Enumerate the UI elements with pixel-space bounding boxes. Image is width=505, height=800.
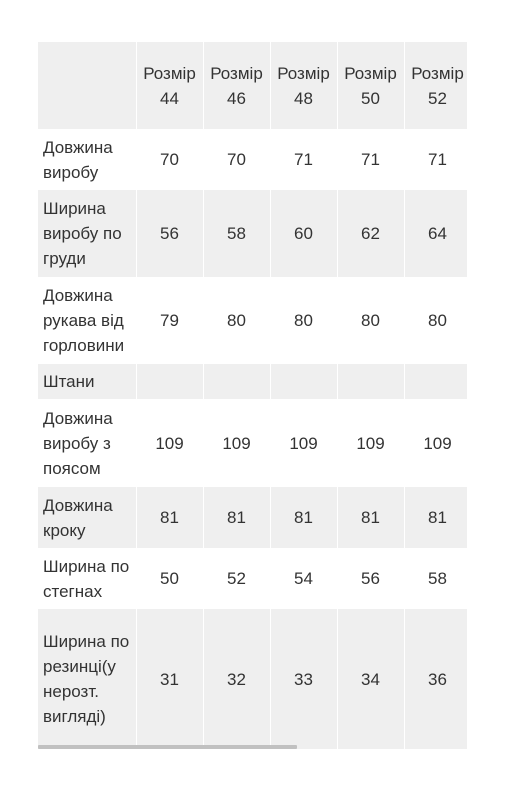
header-cell-size-52: Розмір 52: [404, 42, 467, 129]
header-row: Розмір 44 Розмір 46 Розмір 48 Розмір 50 …: [38, 42, 467, 129]
table-cell: [337, 364, 405, 399]
table-cell: 109: [136, 399, 204, 487]
table-row: Довжина рукава від горловини 79 80 80 80…: [38, 277, 467, 364]
table-cell: [404, 364, 467, 399]
table-cell: 56: [136, 190, 204, 277]
section-row-pants: Штани: [38, 364, 467, 399]
table-cell: [136, 364, 204, 399]
table-cell: 70: [203, 129, 271, 190]
table-cell: 80: [270, 277, 338, 364]
table-cell: 109: [337, 399, 405, 487]
table-cell: 58: [404, 548, 467, 609]
header-cell-size-50: Розмір 50: [337, 42, 405, 129]
table-cell: 33: [270, 609, 338, 749]
table-cell: 32: [203, 609, 271, 749]
table-cell: 80: [404, 277, 467, 364]
table-cell: 58: [203, 190, 271, 277]
header-cell-size-44: Розмір 44: [136, 42, 204, 129]
table-row: Довжина кроку 81 81 81 81 81: [38, 487, 467, 548]
table-cell: 34: [337, 609, 405, 749]
table-cell: 70: [136, 129, 204, 190]
table-cell: 36: [404, 609, 467, 749]
header-cell-size-48: Розмір 48: [270, 42, 338, 129]
scrollbar-thumb[interactable]: [38, 745, 297, 749]
row-label: Довжина рукава від горловини: [38, 277, 137, 364]
table-cell: 71: [404, 129, 467, 190]
horizontal-scrollbar[interactable]: [38, 745, 467, 749]
table-row: Довжина виробу 70 70 71 71 71: [38, 129, 467, 190]
row-label: Ширина по резинці(у нерозт. вигляді): [38, 609, 137, 749]
table-cell: 62: [337, 190, 405, 277]
row-label: Штани: [38, 364, 137, 399]
table-cell: [270, 364, 338, 399]
table-cell: 81: [136, 487, 204, 548]
table-cell: 71: [270, 129, 338, 190]
size-table-container[interactable]: Розмір 44 Розмір 46 Розмір 48 Розмір 50 …: [38, 42, 467, 749]
table-cell: [203, 364, 271, 399]
table-cell: 81: [337, 487, 405, 548]
table-cell: 109: [203, 399, 271, 487]
table-cell: 80: [203, 277, 271, 364]
table-cell: 109: [270, 399, 338, 487]
table-cell: 54: [270, 548, 338, 609]
row-label: Ширина по стегнах: [38, 548, 137, 609]
table-cell: 79: [136, 277, 204, 364]
row-label: Довжина виробу: [38, 129, 137, 190]
table-cell: 64: [404, 190, 467, 277]
table-cell: 31: [136, 609, 204, 749]
row-label: Довжина кроку: [38, 487, 137, 548]
table-cell: 81: [404, 487, 467, 548]
table-cell: 81: [203, 487, 271, 548]
header-cell-empty: [38, 42, 137, 129]
table-cell: 80: [337, 277, 405, 364]
table-cell: 71: [337, 129, 405, 190]
table-row: Ширина по резинці(у нерозт. вигляді) 31 …: [38, 609, 467, 749]
table-row: Довжина виробу з поясом 109 109 109 109 …: [38, 399, 467, 487]
row-label: Довжина виробу з поясом: [38, 399, 137, 487]
table-cell: 56: [337, 548, 405, 609]
header-cell-size-46: Розмір 46: [203, 42, 271, 129]
table-cell: 109: [404, 399, 467, 487]
table-cell: 50: [136, 548, 204, 609]
size-table: Розмір 44 Розмір 46 Розмір 48 Розмір 50 …: [38, 42, 467, 749]
table-cell: 81: [270, 487, 338, 548]
table-row: Ширина по стегнах 50 52 54 56 58: [38, 548, 467, 609]
table-cell: 52: [203, 548, 271, 609]
table-row: Ширина виробу по груди 56 58 60 62 64: [38, 190, 467, 277]
table-cell: 60: [270, 190, 338, 277]
row-label: Ширина виробу по груди: [38, 190, 137, 277]
